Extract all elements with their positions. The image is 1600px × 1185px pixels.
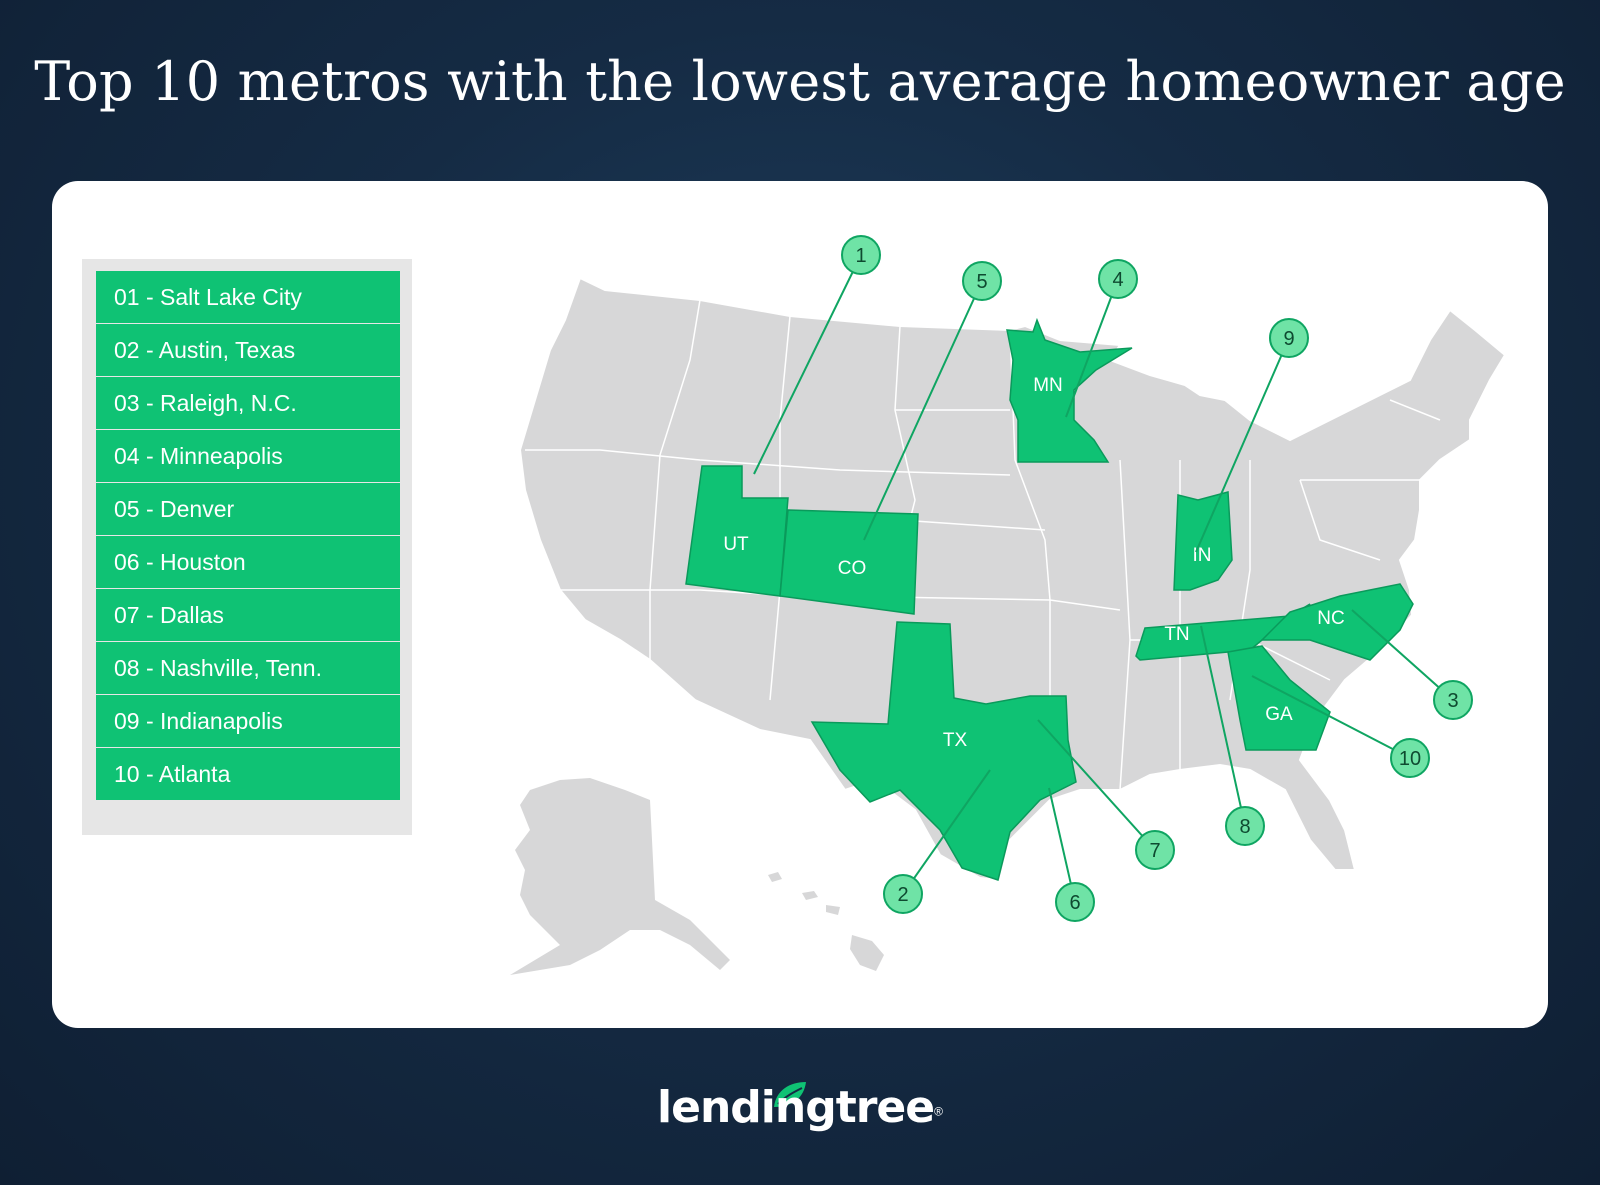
svg-text:1: 1 bbox=[855, 245, 866, 267]
state-label-tn: TN bbox=[1164, 624, 1189, 645]
svg-text:9: 9 bbox=[1283, 328, 1294, 350]
state-label-ut: UT bbox=[723, 534, 749, 555]
marker-9: 9 bbox=[1269, 318, 1309, 358]
state-co bbox=[779, 509, 919, 615]
legend-item: 10 - Atlanta bbox=[96, 748, 400, 800]
svg-text:10: 10 bbox=[1399, 748, 1421, 770]
svg-text:5: 5 bbox=[976, 271, 987, 293]
marker-3: 3 bbox=[1433, 680, 1473, 720]
svg-text:8: 8 bbox=[1239, 816, 1250, 838]
state-label-ga: GA bbox=[1265, 704, 1293, 725]
page-title: Top 10 metros with the lowest average ho… bbox=[34, 50, 1566, 113]
marker-5: 5 bbox=[962, 261, 1002, 301]
state-label-mn: MN bbox=[1033, 375, 1063, 396]
state-tx bbox=[810, 621, 1077, 881]
marker-8: 8 bbox=[1225, 806, 1265, 846]
marker-2: 2 bbox=[883, 874, 923, 914]
legend-item: 02 - Austin, Texas bbox=[96, 324, 400, 376]
state-mn bbox=[1006, 317, 1133, 463]
alaska-shape bbox=[510, 778, 730, 975]
legend-item: 01 - Salt Lake City bbox=[96, 271, 400, 323]
hawaii-shape bbox=[768, 872, 884, 971]
state-label-in: IN bbox=[1193, 545, 1212, 566]
marker-7: 7 bbox=[1135, 830, 1175, 870]
marker-10: 10 bbox=[1390, 738, 1430, 778]
legend-item: 09 - Indianapolis bbox=[96, 695, 400, 747]
marker-4: 4 bbox=[1098, 259, 1138, 299]
legend-item: 04 - Minneapolis bbox=[96, 430, 400, 482]
svg-text:6: 6 bbox=[1069, 892, 1080, 914]
svg-text:2: 2 bbox=[897, 884, 908, 906]
leader-lines bbox=[753, 254, 1454, 903]
ranking-legend: 01 - Salt Lake City 02 - Austin, Texas 0… bbox=[82, 259, 412, 835]
leaf-logo-icon bbox=[774, 1082, 806, 1107]
lendingtree-logo: lendingtree® bbox=[0, 1082, 1600, 1133]
legend-item: 06 - Houston bbox=[96, 536, 400, 588]
marker-6: 6 bbox=[1055, 882, 1095, 922]
state-nc bbox=[1260, 583, 1414, 661]
state-label-tx: TX bbox=[943, 730, 968, 751]
state-label-co: CO bbox=[838, 558, 867, 579]
legend-item: 08 - Nashville, Tenn. bbox=[96, 642, 400, 694]
legend-item: 05 - Denver bbox=[96, 483, 400, 535]
svg-text:4: 4 bbox=[1112, 269, 1123, 291]
logo-text: lendingtree bbox=[657, 1082, 935, 1133]
state-ut bbox=[685, 465, 789, 597]
registered-mark: ® bbox=[934, 1104, 943, 1119]
legend-item: 07 - Dallas bbox=[96, 589, 400, 641]
svg-text:3: 3 bbox=[1447, 690, 1458, 712]
legend-item: 03 - Raleigh, N.C. bbox=[96, 377, 400, 429]
state-label-nc: NC bbox=[1317, 608, 1344, 629]
state-in bbox=[1173, 491, 1233, 591]
state-ga bbox=[1227, 645, 1331, 751]
svg-text:7: 7 bbox=[1149, 840, 1160, 862]
marker-1: 1 bbox=[841, 235, 881, 275]
